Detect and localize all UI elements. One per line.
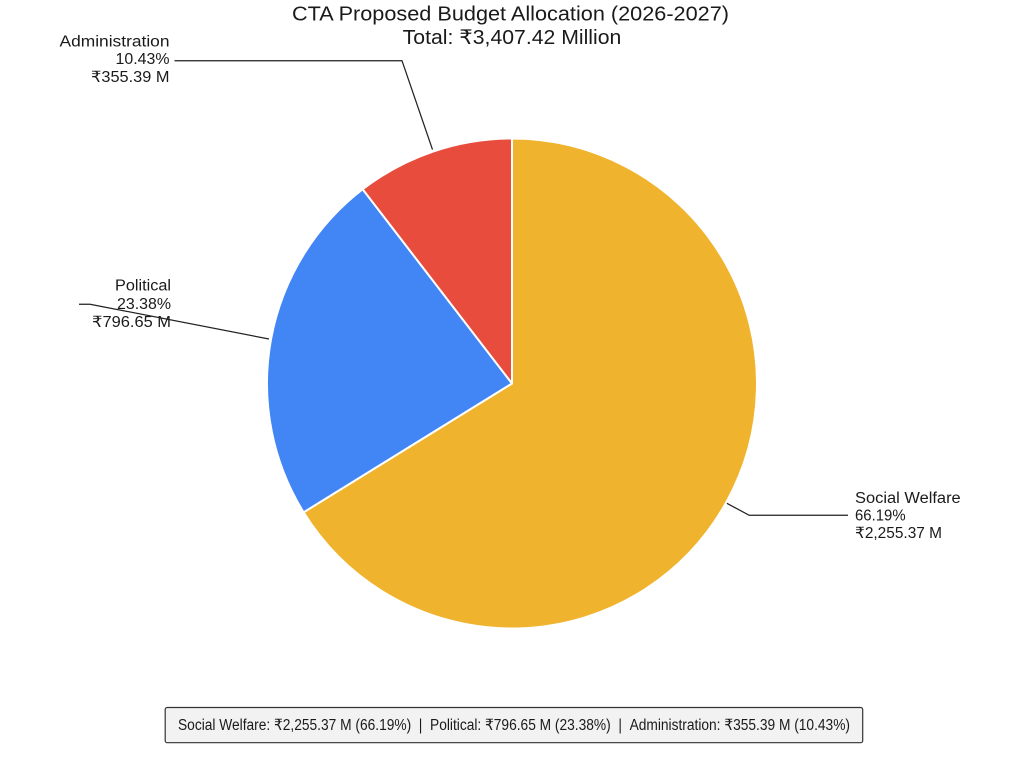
svg-text:Social Welfare: Social Welfare: [855, 490, 961, 507]
svg-text:₹2,255.37 M: ₹2,255.37 M: [855, 525, 942, 542]
svg-text:Total: ₹3,407.42 Million: Total: ₹3,407.42 Million: [403, 27, 622, 49]
svg-text:₹355.39 M: ₹355.39 M: [91, 69, 170, 86]
svg-text:66.19%: 66.19%: [855, 507, 906, 524]
svg-text:Administration: Administration: [60, 33, 170, 50]
svg-text:10.43%: 10.43%: [116, 51, 170, 68]
svg-text:Social Welfare: ₹2,255.37 M (6: Social Welfare: ₹2,255.37 M (66.19%) | P…: [178, 717, 850, 734]
svg-text:₹796.65 M: ₹796.65 M: [92, 314, 171, 331]
svg-text:Political: Political: [115, 278, 171, 295]
svg-text:23.38%: 23.38%: [117, 296, 171, 313]
svg-text:CTA Proposed Budget Allocation: CTA Proposed Budget Allocation (2026-202…: [292, 3, 729, 25]
